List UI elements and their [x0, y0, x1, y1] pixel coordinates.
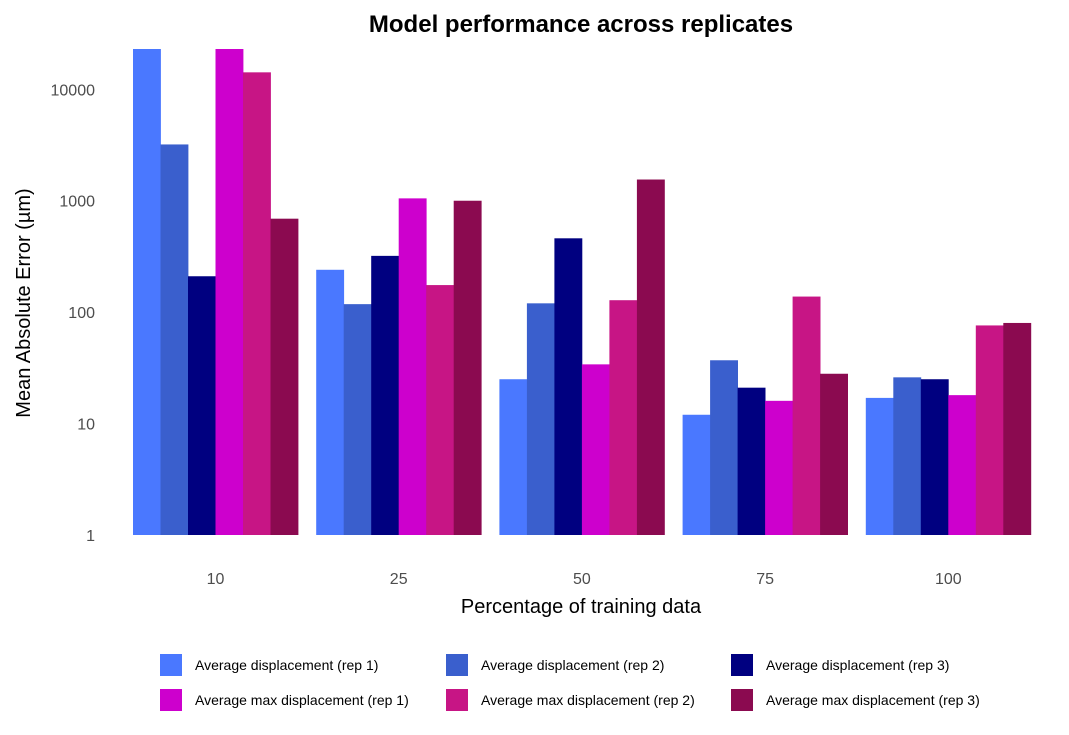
- x-tick-label: 100: [935, 571, 962, 588]
- bar-75-series-6: [820, 373, 848, 535]
- bar-50-series-5: [609, 300, 638, 535]
- legend-label: Average max displacement (rep 3): [766, 692, 980, 708]
- y-tick-label: 100: [68, 305, 95, 322]
- y-tick-label: 10: [77, 417, 95, 434]
- bar-10-series-5: [243, 72, 271, 535]
- bar-100-series-3: [920, 379, 949, 535]
- bar-10-series-1: [133, 49, 161, 535]
- bar-75-series-3: [737, 387, 766, 535]
- bar-25-series-1: [316, 269, 345, 535]
- legend-item: Average max displacement (rep 3): [731, 688, 980, 712]
- legend: Average displacement (rep 1) Average disp…: [160, 650, 1060, 720]
- bar-10-series-6: [270, 218, 299, 536]
- y-tick-labels: 1 10 100 1000 10000: [51, 82, 96, 545]
- x-tick-label: 50: [573, 571, 591, 588]
- legend-item: Average displacement (rep 1): [160, 653, 378, 677]
- x-tick-label: 75: [756, 571, 774, 588]
- legend-item: Average displacement (rep 2): [446, 653, 664, 677]
- x-tick-label: 25: [390, 571, 408, 588]
- bar-100-series-6: [1003, 322, 1032, 535]
- y-axis-title: Mean Absolute Error (µm): [13, 188, 35, 417]
- legend-swatch: [446, 654, 468, 676]
- legend-item: Average max displacement (rep 2): [446, 688, 695, 712]
- bar-10-series-4: [215, 49, 244, 535]
- bar-100-series-1: [865, 397, 894, 535]
- bar-25-series-5: [426, 285, 455, 535]
- bar-25-series-3: [371, 255, 400, 536]
- legend-swatch: [160, 689, 182, 711]
- bar-50-series-1: [499, 379, 528, 535]
- x-tick-labels: 10 25 50 75 100: [207, 571, 962, 588]
- bar-100-series-5: [975, 325, 1004, 535]
- bar-50-series-2: [526, 303, 555, 535]
- legend-swatch: [731, 689, 753, 711]
- bar-100-series-4: [948, 395, 977, 535]
- bar-25-series-6: [453, 200, 482, 535]
- y-tick-label: 1: [86, 528, 95, 545]
- legend-item: Average displacement (rep 3): [731, 653, 949, 677]
- bar-25-series-4: [398, 198, 427, 536]
- legend-label: Average max displacement (rep 1): [195, 692, 409, 708]
- bar-50-series-4: [581, 364, 610, 535]
- bar-25-series-2: [343, 304, 372, 535]
- bar-75-series-4: [765, 400, 793, 535]
- legend-swatch: [446, 689, 468, 711]
- legend-swatch: [160, 654, 182, 676]
- legend-label: Average displacement (rep 3): [766, 657, 950, 673]
- bar-50-series-6: [636, 179, 665, 535]
- y-tick-label: 10000: [51, 82, 96, 99]
- bar-75-series-5: [792, 296, 821, 535]
- x-axis-title: Percentage of training data: [461, 596, 702, 618]
- chart-title: Model performance across replicates: [369, 11, 793, 38]
- bar-10-series-3: [188, 276, 216, 535]
- legend-label: Average displacement (rep 2): [481, 657, 665, 673]
- bar-75-series-1: [682, 414, 711, 535]
- bar-10-series-2: [160, 144, 189, 535]
- bar-50-series-3: [554, 238, 583, 535]
- legend-swatch: [731, 654, 753, 676]
- legend-item: Average max displacement (rep 1): [160, 688, 409, 712]
- legend-label: Average max displacement (rep 2): [481, 692, 695, 708]
- x-tick-label: 10: [207, 571, 225, 588]
- y-tick-label: 1000: [59, 194, 95, 211]
- bars-group: [133, 49, 1032, 536]
- bar-75-series-2: [710, 360, 738, 535]
- legend-label: Average displacement (rep 1): [195, 657, 379, 673]
- bar-100-series-2: [893, 377, 922, 535]
